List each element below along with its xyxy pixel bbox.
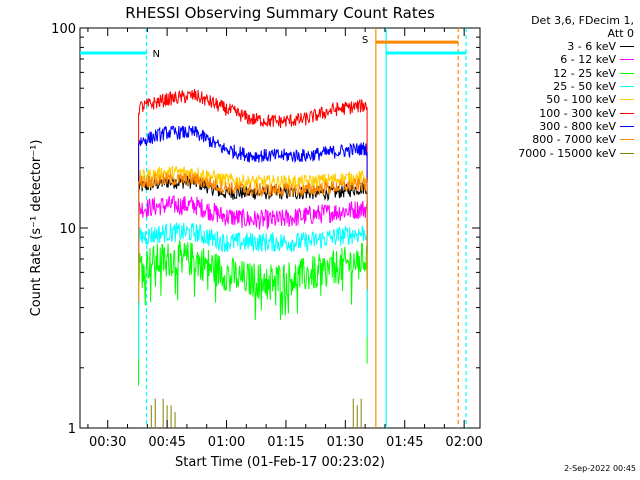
x-tick-label-0145: 01:45 [386,435,423,450]
legend-swatch [620,152,634,154]
legend-label: 6 - 12 keV [560,53,616,67]
legend-swatch [620,139,634,141]
legend-label: 100 - 300 keV [539,106,616,120]
legend-swatch [620,59,634,61]
legend-label: 800 - 7000 keV [532,133,616,147]
flag-label-n: N [153,49,160,60]
chart-axes: 1 10 100 00:30 00:45 01:00 01:15 01:30 01:45 02:0… [51,22,483,450]
series-line-3-6kev [138,174,368,308]
legend-swatch [620,99,634,101]
legend-label: 300 - 800 keV [539,119,616,133]
legend-swatch [620,72,634,74]
legend-swatch [620,86,634,88]
legend-entry: 6 - 12 keV [474,53,634,66]
legend-label: 12 - 25 keV [553,66,616,80]
x-tick-label-0200: 02:00 [445,435,482,450]
y-tick-label-100: 100 [51,22,76,37]
legend-entry: 7000 - 15000 keV [474,146,634,160]
chart-title: RHESSI Observing Summary Count Rates [125,4,435,22]
flag-label-s: S [362,35,368,46]
legend-swatch [620,46,634,48]
series-line-300-800kev [138,125,368,263]
legend-label: 3 - 6 keV [567,40,616,54]
series-line-50-100kev [138,165,368,298]
legend-entry: 50 - 100 keV [474,93,634,106]
legend: Det 3,6, FDecim 1, Att 0 3 - 6 keV 6 - 12… [474,14,634,160]
legend-label: 25 - 50 keV [553,80,616,94]
legend-entry: 25 - 50 keV [474,80,634,93]
legend-label: 7000 - 15000 keV [518,146,616,160]
legend-header-line2: Att 0 [607,27,634,40]
series-line-12-25kev [138,239,368,386]
legend-entry: 300 - 800 keV [474,120,634,133]
legend-swatch [620,112,634,114]
series-line-6-12kev [138,195,368,329]
x-tick-label-0030: 00:30 [89,435,126,450]
y-tick-label-10: 10 [59,222,76,237]
series-line-25-50kev [138,222,368,358]
y-axis-label: Count Rate (s⁻¹ detector⁻¹) [29,140,44,317]
legend-label: 50 - 100 keV [546,93,616,107]
legend-entry: 800 - 7000 keV [474,133,634,146]
legend-entry: 3 - 6 keV [474,40,634,53]
legend-swatch [620,125,634,127]
chart-marks: NS [80,28,467,428]
x-tick-label-0100: 01:00 [208,435,245,450]
timestamp: 2-Sep-2022 00:45 [564,464,636,473]
x-tick-label-0130: 01:30 [327,435,364,450]
series-line-800-7000kev [138,172,368,303]
legend-entry: 100 - 300 keV [474,106,634,120]
x-axis-label: Start Time (01-Feb-17 00:23:02) [175,455,385,470]
y-tick-label-1: 1 [68,422,76,437]
x-tick-label-0045: 00:45 [148,435,185,450]
legend-entries: 3 - 6 keV 6 - 12 keV 12 - 25 keV 25 - 50 ke… [474,40,634,160]
x-tick-label-0115: 01:15 [267,435,304,450]
series-line-100-300kev [138,88,368,228]
legend-header-line1: Det 3,6, FDecim 1, [531,14,634,27]
legend-entry: 12 - 25 keV [474,67,634,80]
